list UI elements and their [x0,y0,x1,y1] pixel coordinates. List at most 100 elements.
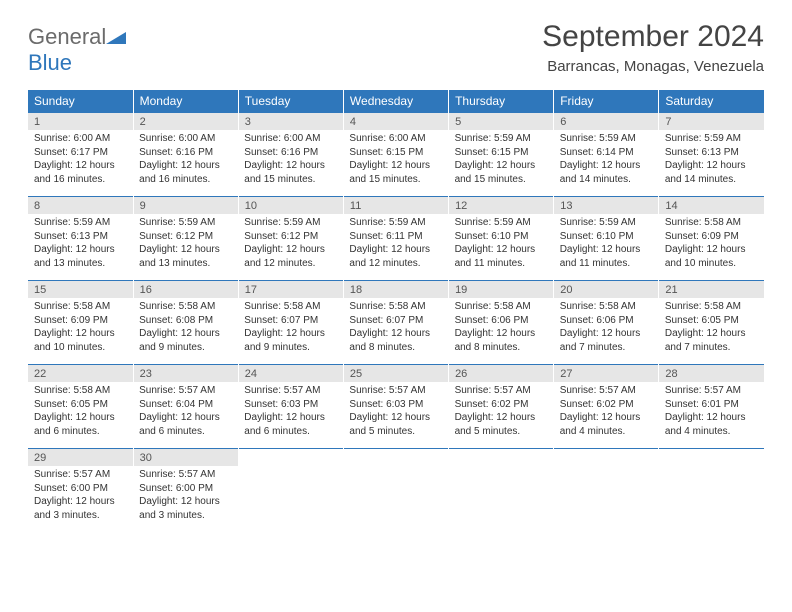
day-number-cell: 14 [659,197,764,215]
detail-line: and 14 minutes. [665,173,758,187]
day-number-cell: 15 [28,281,133,299]
day-detail-cell [449,466,554,532]
day-detail-cell [238,466,343,532]
detail-line: and 4 minutes. [560,425,653,439]
day-detail-cell: Sunrise: 5:58 AMSunset: 6:06 PMDaylight:… [449,298,554,365]
day-detail-cell: Sunrise: 5:59 AMSunset: 6:11 PMDaylight:… [343,214,448,281]
day-detail-cell: Sunrise: 6:00 AMSunset: 6:16 PMDaylight:… [238,130,343,197]
day-number-cell: 5 [449,113,554,131]
detail-line: Daylight: 12 hours [244,159,337,173]
detail-line: Sunrise: 5:58 AM [455,300,548,314]
detail-line: Daylight: 12 hours [139,243,232,257]
detail-line: and 10 minutes. [665,257,758,271]
day-detail-cell: Sunrise: 5:57 AMSunset: 6:02 PMDaylight:… [554,382,659,449]
day-number-cell: 9 [133,197,238,215]
daynum-row: 891011121314 [28,197,764,215]
detail-line: Sunrise: 5:58 AM [34,300,127,314]
detail-line: Sunset: 6:08 PM [139,314,232,328]
detail-line: Sunset: 6:13 PM [34,230,127,244]
day-detail-cell: Sunrise: 5:59 AMSunset: 6:10 PMDaylight:… [449,214,554,281]
day-detail-cell: Sunrise: 5:59 AMSunset: 6:12 PMDaylight:… [238,214,343,281]
day-detail-cell: Sunrise: 5:57 AMSunset: 6:04 PMDaylight:… [133,382,238,449]
detail-line: Sunrise: 5:58 AM [665,300,758,314]
detail-line: Sunrise: 5:59 AM [560,132,653,146]
detail-line: Sunrise: 5:59 AM [560,216,653,230]
weekday-header: Sunday [28,90,133,113]
detail-line: Sunset: 6:05 PM [665,314,758,328]
detail-line: Sunset: 6:12 PM [244,230,337,244]
day-detail-cell: Sunrise: 6:00 AMSunset: 6:15 PMDaylight:… [343,130,448,197]
detail-line: and 7 minutes. [665,341,758,355]
detail-line: and 16 minutes. [139,173,232,187]
day-number-cell: 21 [659,281,764,299]
detail-line: Sunrise: 5:58 AM [560,300,653,314]
logo-triangle-icon [106,24,126,50]
detail-line: and 12 minutes. [349,257,442,271]
day-detail-cell: Sunrise: 5:58 AMSunset: 6:05 PMDaylight:… [28,382,133,449]
location-text: Barrancas, Monagas, Venezuela [542,58,764,75]
detail-line: Daylight: 12 hours [455,327,548,341]
detail-row: Sunrise: 5:58 AMSunset: 6:09 PMDaylight:… [28,298,764,365]
day-number-cell [659,449,764,467]
day-detail-cell: Sunrise: 6:00 AMSunset: 6:17 PMDaylight:… [28,130,133,197]
detail-line: Sunrise: 5:58 AM [34,384,127,398]
day-number-cell: 2 [133,113,238,131]
weekday-header: Monday [133,90,238,113]
day-number-cell: 26 [449,365,554,383]
detail-line: Sunrise: 5:59 AM [139,216,232,230]
detail-line: Daylight: 12 hours [349,327,442,341]
day-number-cell [238,449,343,467]
detail-line: Sunset: 6:15 PM [349,146,442,160]
detail-line: and 3 minutes. [139,509,232,523]
detail-line: Daylight: 12 hours [455,159,548,173]
detail-row: Sunrise: 5:57 AMSunset: 6:00 PMDaylight:… [28,466,764,532]
detail-line: Sunrise: 5:57 AM [349,384,442,398]
detail-line: Daylight: 12 hours [244,411,337,425]
logo-word2: Blue [28,50,72,75]
detail-line: and 11 minutes. [455,257,548,271]
detail-line: and 4 minutes. [665,425,758,439]
detail-line: and 15 minutes. [244,173,337,187]
detail-line: Sunrise: 6:00 AM [34,132,127,146]
detail-line: Sunrise: 5:58 AM [665,216,758,230]
day-detail-cell: Sunrise: 5:58 AMSunset: 6:07 PMDaylight:… [238,298,343,365]
detail-line: Sunrise: 6:00 AM [349,132,442,146]
logo-text: General Blue [28,24,126,76]
detail-line: and 3 minutes. [34,509,127,523]
day-number-cell: 16 [133,281,238,299]
daynum-row: 2930 [28,449,764,467]
day-number-cell: 1 [28,113,133,131]
detail-line: Daylight: 12 hours [665,243,758,257]
detail-line: Sunset: 6:17 PM [34,146,127,160]
detail-line: Daylight: 12 hours [665,411,758,425]
day-number-cell: 6 [554,113,659,131]
detail-line: Sunrise: 5:57 AM [455,384,548,398]
day-number-cell: 29 [28,449,133,467]
detail-line: Sunrise: 5:58 AM [349,300,442,314]
detail-line: Sunset: 6:02 PM [455,398,548,412]
calendar-table: Sunday Monday Tuesday Wednesday Thursday… [28,90,764,532]
day-detail-cell: Sunrise: 5:57 AMSunset: 6:02 PMDaylight:… [449,382,554,449]
detail-line: Sunset: 6:09 PM [34,314,127,328]
day-number-cell: 30 [133,449,238,467]
day-number-cell: 27 [554,365,659,383]
detail-row: Sunrise: 5:59 AM Sunset: 6:13 PM Daylight:… [28,214,764,281]
weekday-header: Thursday [449,90,554,113]
detail-line: Sunset: 6:07 PM [349,314,442,328]
detail-line: Sunset: 6:13 PM [665,146,758,160]
detail-line: Sunrise: 5:57 AM [665,384,758,398]
detail-line: Daylight: 12 hours [349,159,442,173]
day-detail-cell: Sunrise: 5:57 AMSunset: 6:03 PMDaylight:… [343,382,448,449]
day-detail-cell: Sunrise: 5:59 AMSunset: 6:14 PMDaylight:… [554,130,659,197]
detail-line: and 9 minutes. [139,341,232,355]
day-detail-cell [659,466,764,532]
detail-line: Sunset: 6:09 PM [665,230,758,244]
day-detail-cell: Sunrise: 5:58 AMSunset: 6:09 PMDaylight:… [28,298,133,365]
detail-line: Sunrise: 5:59 AM [665,132,758,146]
detail-line: Sunrise: 5:59 AM [244,216,337,230]
detail-line: Sunrise: 5:59 AM [455,132,548,146]
detail-line: Daylight: 12 hours [34,159,127,173]
weekday-header: Friday [554,90,659,113]
detail-line: Sunset: 6:16 PM [244,146,337,160]
detail-line: and 13 minutes. [139,257,232,271]
